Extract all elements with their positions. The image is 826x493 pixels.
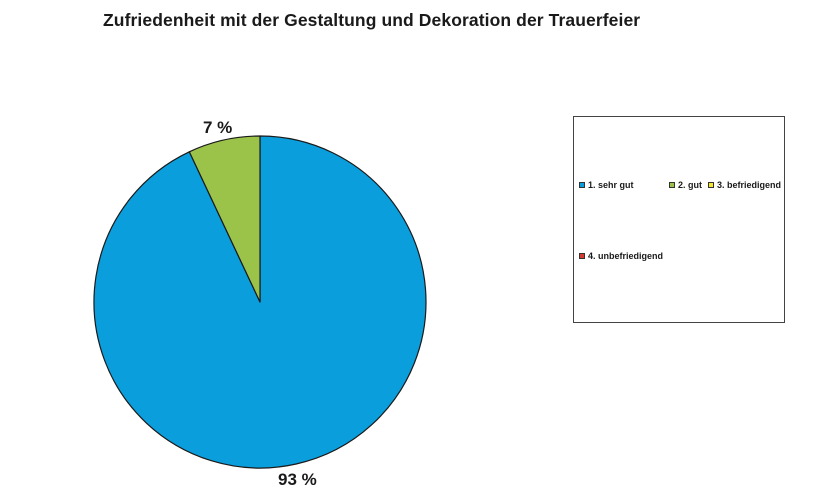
slice-label-sehr-gut: 93 % [278,470,317,489]
legend-label-unbefriedigend: 4. unbefriedigend [588,251,664,261]
legend-swatch-gut [669,182,675,188]
legend-swatch-befriedigend [708,182,714,188]
legend-item-unbefriedigend: 4. unbefriedigend [579,251,663,261]
chart-title: Zufriedenheit mit der Gestaltung und Dek… [103,10,641,30]
legend-label-gut: 2. gut [678,180,702,190]
legend-item-sehr-gut: 1. sehr gut [579,180,634,190]
legend-swatch-sehr-gut [579,182,585,188]
legend-label-befriedigend: 3. befriedigend [717,180,782,190]
legend: 1. sehr gut 2. gut 3. befriedigend 4. un… [573,116,785,323]
pie-slice-gut [188,135,261,303]
legend-item-gut: 2. gut [669,180,702,190]
legend-item-befriedigend: 3. befriedigend [708,180,781,190]
legend-swatch-unbefriedigend [579,253,585,259]
slice-label-gut: 7 % [203,118,233,137]
legend-label-sehr-gut: 1. sehr gut [588,180,634,190]
